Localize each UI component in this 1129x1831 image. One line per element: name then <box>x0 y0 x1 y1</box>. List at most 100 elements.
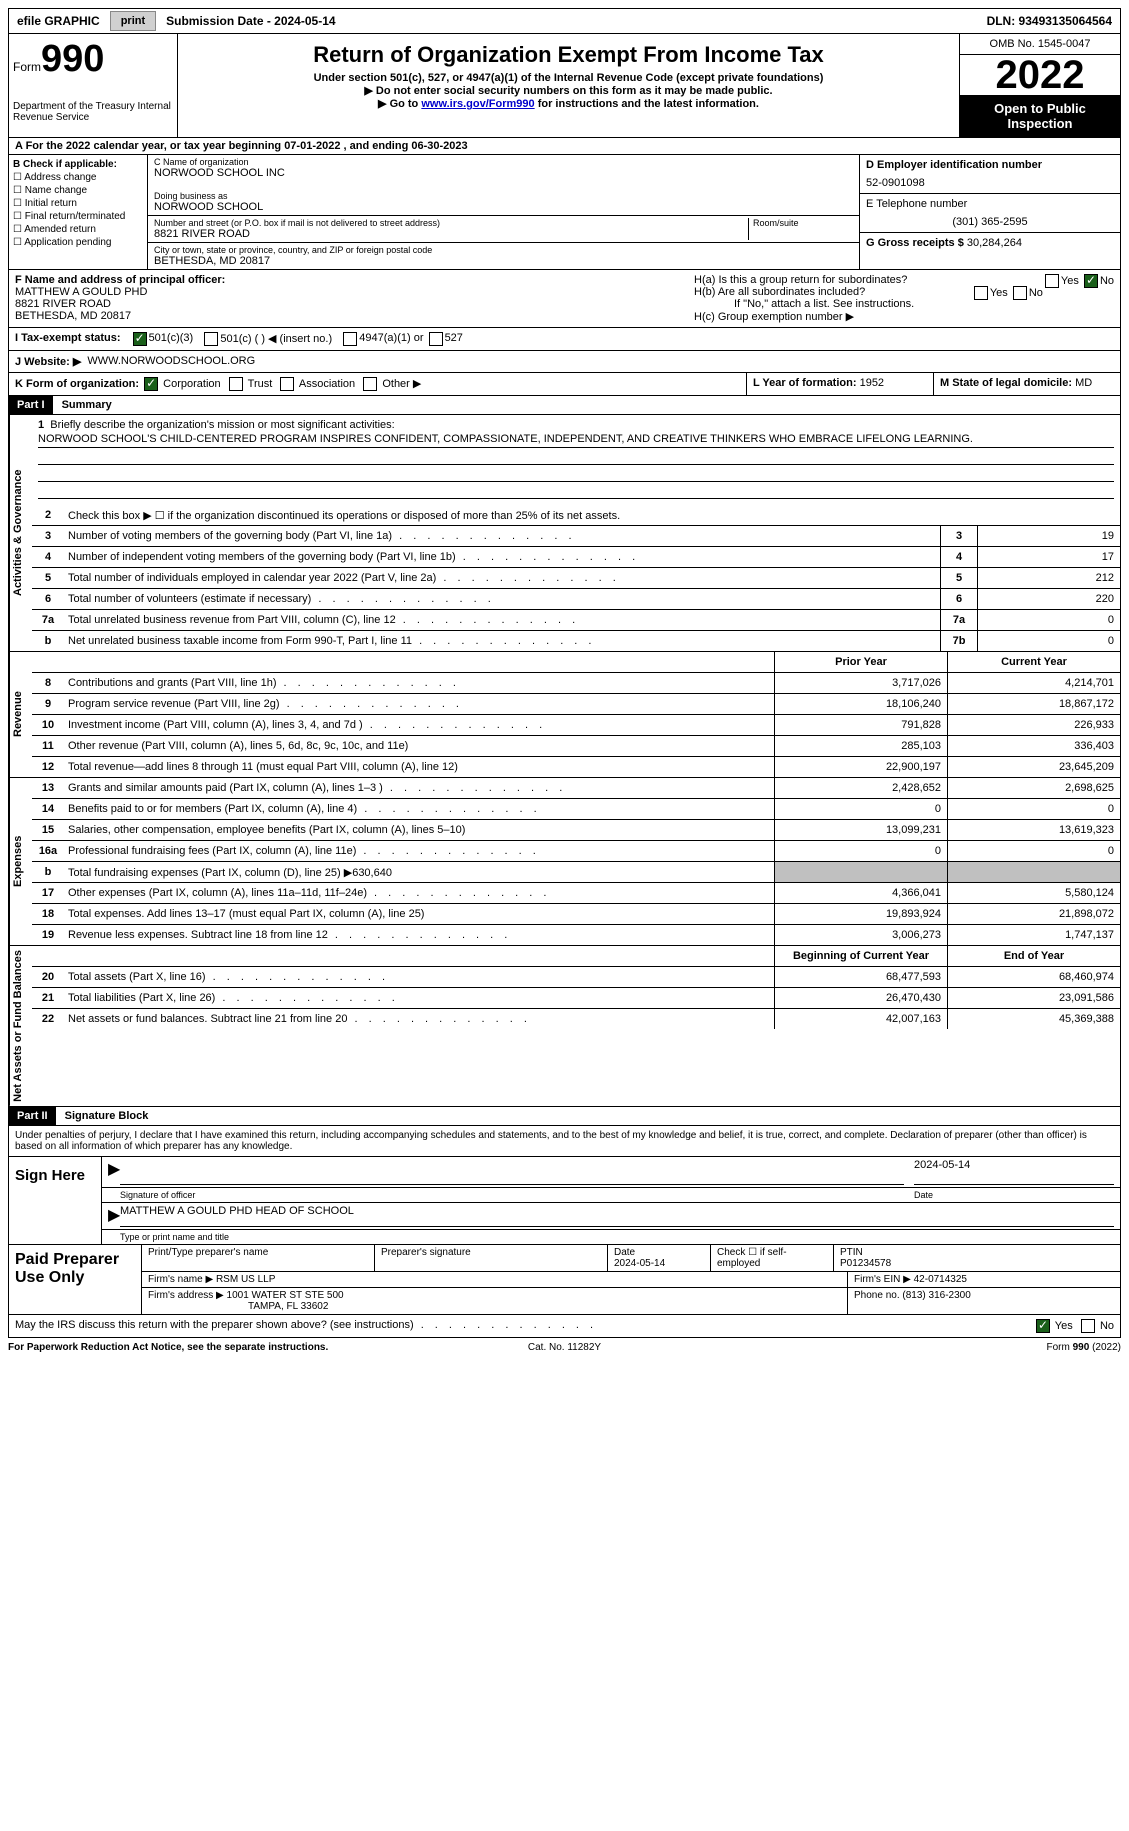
ha-no: No <box>1100 275 1114 287</box>
subtitle-3: ▶ Go to www.irs.gov/Form990 for instruct… <box>182 97 955 110</box>
k-other-checkbox[interactable] <box>363 377 377 391</box>
chk-name[interactable]: ☐ Name change <box>13 185 143 196</box>
l-lbl: L Year of formation: <box>753 377 857 389</box>
k-corp-checkbox[interactable] <box>144 377 158 391</box>
hb-no-checkbox[interactable] <box>1013 286 1027 300</box>
l3-val: 19 <box>977 526 1120 546</box>
header-right: OMB No. 1545-0047 2022 Open to Public In… <box>959 34 1120 137</box>
line13: 13Grants and similar amounts paid (Part … <box>32 778 1120 799</box>
hb-no: No <box>1029 287 1043 299</box>
chk-address[interactable]: ☐ Address change <box>13 172 143 183</box>
l9-cy: 18,867,172 <box>947 694 1120 714</box>
chk-pending[interactable]: ☐ Application pending <box>13 237 143 248</box>
type-name-row: Type or print name and title <box>102 1230 1120 1244</box>
prep-date-lbl: Date <box>614 1247 635 1258</box>
g-lbl: G Gross receipts $ <box>866 237 964 249</box>
prep-date: 2024-05-14 <box>614 1258 665 1269</box>
line20: 20Total assets (Part X, line 16)68,477,5… <box>32 967 1120 988</box>
k-trust-checkbox[interactable] <box>229 377 243 391</box>
line15: 15Salaries, other compensation, employee… <box>32 820 1120 841</box>
ha-no-checkbox[interactable] <box>1084 274 1098 288</box>
i-lbl: I Tax-exempt status: <box>15 332 121 346</box>
sign-here-label: Sign Here <box>9 1157 101 1244</box>
ha-yes-checkbox[interactable] <box>1045 274 1059 288</box>
k-assoc-checkbox[interactable] <box>280 377 294 391</box>
i-o1: 501(c)(3) <box>149 332 194 346</box>
irs-yes-checkbox[interactable] <box>1036 1319 1050 1333</box>
i-o2: 501(c) ( ) ◀ (insert no.) <box>220 332 332 346</box>
chk-amended[interactable]: ☐ Amended return <box>13 224 143 235</box>
k-o1: Corporation <box>163 378 220 390</box>
tax-year: 2022 <box>960 55 1120 95</box>
l11-desc: Other revenue (Part VIII, column (A), li… <box>64 738 774 754</box>
rev-vert-label: Revenue <box>9 652 32 777</box>
irs-no-checkbox[interactable] <box>1081 1319 1095 1333</box>
hc-lbl: H(c) Group exemption number ▶ <box>694 310 1114 323</box>
section-bcde: B Check if applicable: ☐ Address change … <box>8 154 1121 270</box>
arrow-icon-2: ▶ <box>108 1205 120 1227</box>
top-bar: efile GRAPHIC print Submission Date - 20… <box>8 8 1121 34</box>
check-self: Check ☐ if self-employed <box>711 1245 834 1271</box>
begin-year-head: Beginning of Current Year <box>774 946 947 966</box>
l7b-val: 0 <box>977 631 1120 651</box>
l7b-box: 7b <box>940 631 977 651</box>
mission-text: NORWOOD SCHOOL'S CHILD-CENTERED PROGRAM … <box>38 433 1114 448</box>
l14-cy: 0 <box>947 799 1120 819</box>
line22: 22Net assets or fund balances. Subtract … <box>32 1009 1120 1029</box>
col-c: C Name of organization NORWOOD SCHOOL IN… <box>148 155 859 269</box>
officer-name-row: ▶ MATTHEW A GOULD PHD HEAD OF SCHOOL <box>102 1202 1120 1230</box>
hb-yes-checkbox[interactable] <box>974 286 988 300</box>
mission-blank3 <box>38 484 1114 499</box>
line17: 17Other expenses (Part IX, column (A), l… <box>32 883 1120 904</box>
line16a: 16aProfessional fundraising fees (Part I… <box>32 841 1120 862</box>
l4-desc: Number of independent voting members of … <box>64 549 940 565</box>
print-button[interactable]: print <box>110 11 156 31</box>
chk-final[interactable]: ☐ Final return/terminated <box>13 211 143 222</box>
irs-no: No <box>1100 1320 1114 1332</box>
line8: 8Contributions and grants (Part VIII, li… <box>32 673 1120 694</box>
gov-section: Activities & Governance 1 Briefly descri… <box>8 415 1121 652</box>
open-inspection: Open to Public Inspection <box>960 95 1120 137</box>
l5-val: 212 <box>977 568 1120 588</box>
i-501c3-checkbox[interactable] <box>133 332 147 346</box>
c-addr-lbl: Number and street (or P.O. box if mail i… <box>154 218 748 228</box>
prep-row1: Print/Type preparer's name Preparer's si… <box>142 1245 1120 1272</box>
may-irs-row: May the IRS discuss this return with the… <box>8 1315 1121 1338</box>
l12-py: 22,900,197 <box>774 757 947 777</box>
c-addr: Number and street (or P.O. box if mail i… <box>148 216 859 243</box>
j-lbl: J Website: ▶ <box>15 355 81 368</box>
prep-row3: Firm's address ▶ 1001 WATER ST STE 500 T… <box>142 1288 1120 1314</box>
l6-desc: Total number of volunteers (estimate if … <box>64 591 940 607</box>
i-o3: 4947(a)(1) or <box>359 332 423 346</box>
irs-yes: Yes <box>1055 1320 1073 1332</box>
f-addr1: 8821 RIVER ROAD <box>15 298 682 310</box>
l21-py: 26,470,430 <box>774 988 947 1008</box>
form-number: Form990 <box>13 38 173 81</box>
subtitle-2: ▶ Do not enter social security numbers o… <box>182 84 955 97</box>
l22-desc: Net assets or fund balances. Subtract li… <box>64 1011 774 1027</box>
line1-desc: Briefly describe the organization's miss… <box>50 419 394 431</box>
i-501c-checkbox[interactable] <box>204 332 218 346</box>
l16b-desc: Total fundraising expenses (Part IX, col… <box>64 864 774 881</box>
i-4947-checkbox[interactable] <box>343 332 357 346</box>
l18-py: 19,893,924 <box>774 904 947 924</box>
b-label: B Check if applicable: <box>13 159 143 170</box>
ptin-val: P01234578 <box>840 1258 891 1269</box>
c-name: C Name of organization NORWOOD SCHOOL IN… <box>148 155 859 216</box>
date-lbl: Date <box>914 1190 1114 1200</box>
e-phone: E Telephone number (301) 365-2595 <box>860 194 1120 233</box>
f-lbl: F Name and address of principal officer: <box>15 274 682 286</box>
officer-name: MATTHEW A GOULD PHD HEAD OF SCHOOL <box>120 1205 1114 1227</box>
line4: 4Number of independent voting members of… <box>32 547 1120 568</box>
line12: 12Total revenue—add lines 8 through 11 (… <box>32 757 1120 777</box>
i-527-checkbox[interactable] <box>429 332 443 346</box>
irs-link[interactable]: www.irs.gov/Form990 <box>421 98 534 110</box>
footer-left: For Paperwork Reduction Act Notice, see … <box>8 1342 379 1353</box>
l15-cy: 13,619,323 <box>947 820 1120 840</box>
c-name-lbl: C Name of organization <box>154 157 853 167</box>
chk-initial[interactable]: ☐ Initial return <box>13 198 143 209</box>
l13-desc: Grants and similar amounts paid (Part IX… <box>64 780 774 796</box>
l15-desc: Salaries, other compensation, employee b… <box>64 822 774 838</box>
line19: 19Revenue less expenses. Subtract line 1… <box>32 925 1120 945</box>
l16a-cy: 0 <box>947 841 1120 861</box>
